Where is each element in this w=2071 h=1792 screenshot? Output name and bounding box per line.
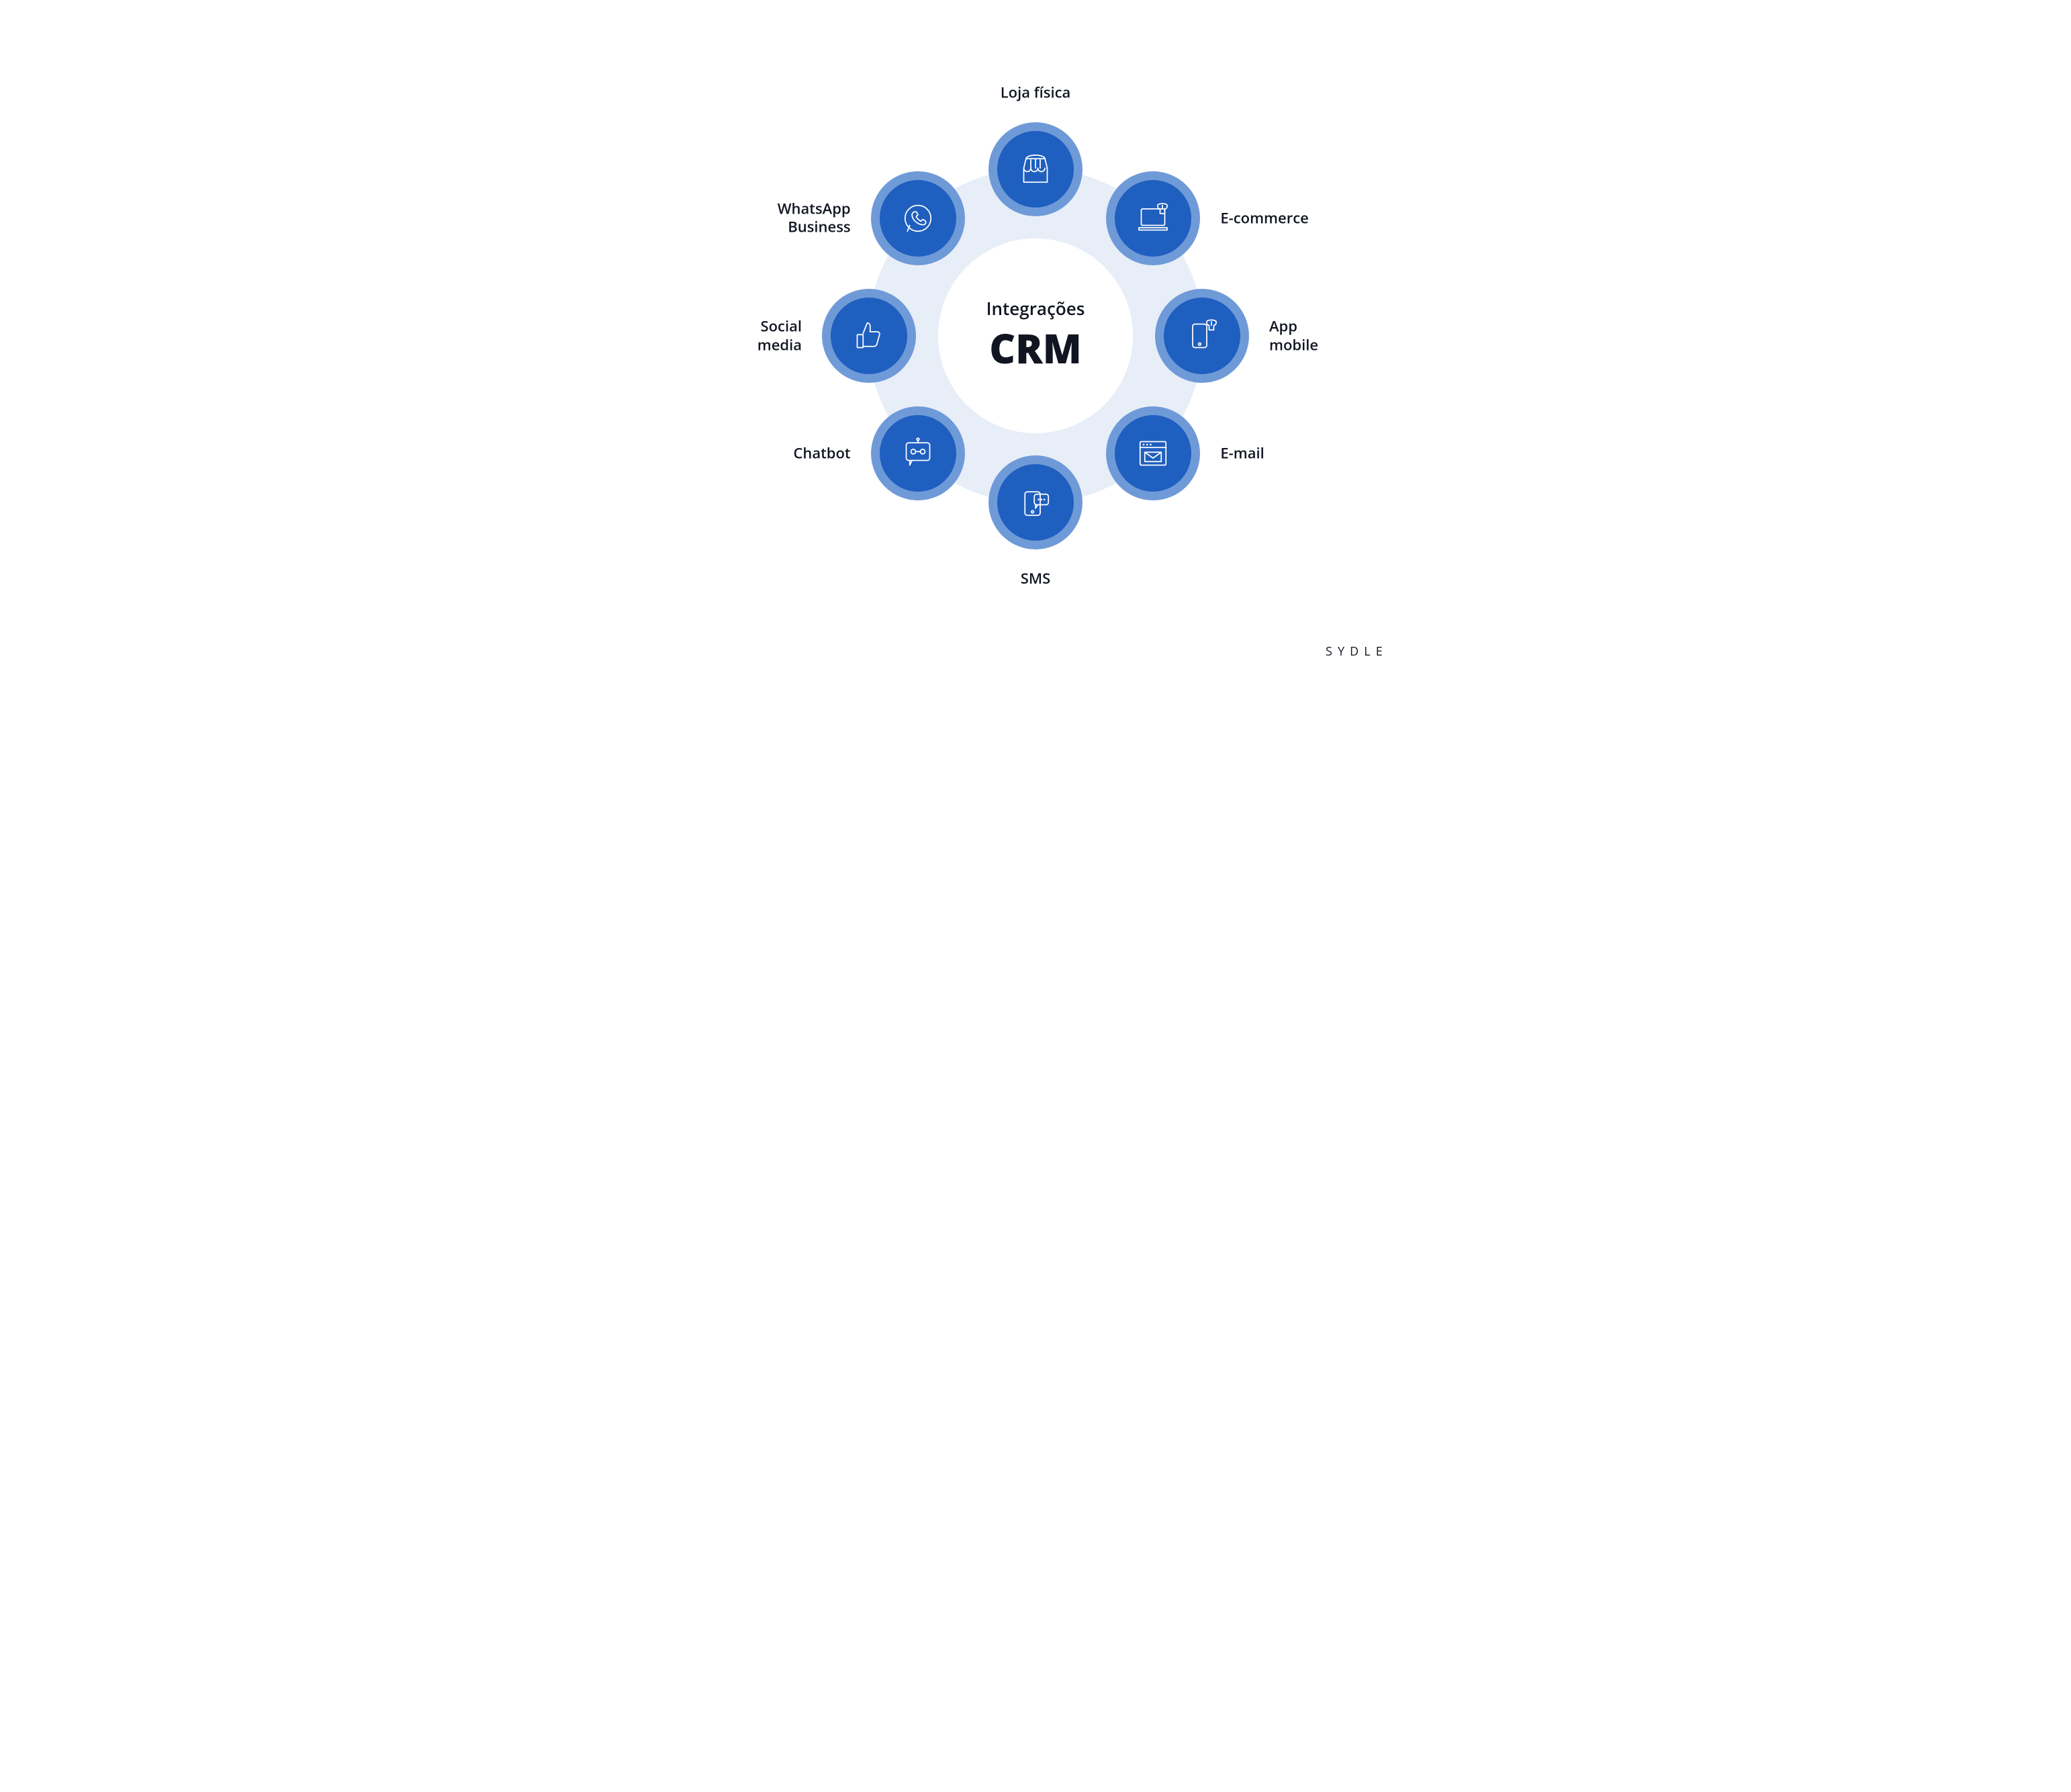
center-subtitle: Integrações — [986, 296, 1085, 320]
diagram-canvas: Integrações CRM SYDLE Loja física E-comm… — [647, 0, 1424, 672]
node-sms — [988, 455, 1083, 549]
center-title: CRM — [986, 320, 1085, 375]
node-label: SMS — [1021, 570, 1050, 588]
node-whatsapp — [871, 171, 965, 265]
node-label: E-mail — [1220, 445, 1264, 463]
brand-mark: SYDLE — [1326, 643, 1388, 660]
node-thumbsup — [822, 289, 916, 383]
node-store — [988, 122, 1083, 216]
center-label: Integrações CRM — [986, 296, 1085, 375]
node-mailwin — [1106, 406, 1200, 500]
node-label: E-commerce — [1220, 209, 1308, 228]
node-chatbot — [871, 406, 965, 500]
node-label: Social media — [757, 318, 802, 355]
node-label: Loja física — [1001, 84, 1071, 103]
node-appstore — [1155, 289, 1249, 383]
node-label: WhatsApp Business — [778, 199, 851, 236]
node-label: App mobile — [1269, 318, 1318, 355]
node-label: Chatbot — [793, 445, 850, 463]
node-laptop — [1106, 171, 1200, 265]
